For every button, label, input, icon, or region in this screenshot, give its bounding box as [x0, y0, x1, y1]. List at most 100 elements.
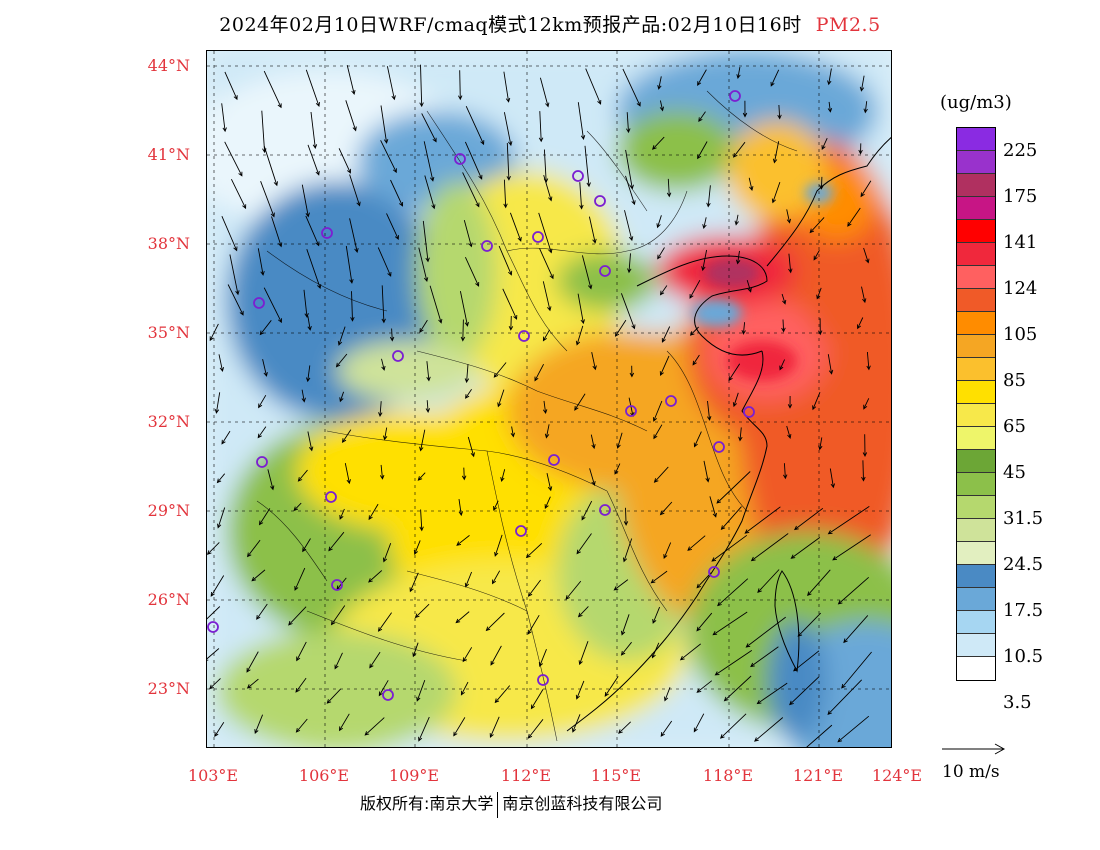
wind-arrow [577, 606, 589, 618]
wind-arrow [368, 503, 379, 521]
wind-arrow [510, 426, 516, 438]
wind-arrow [577, 293, 585, 325]
wind-arrow [859, 75, 865, 92]
colorbar-segment [957, 174, 995, 197]
wind-arrow [306, 249, 322, 290]
wind-arrow [589, 468, 596, 486]
wind-arrow [254, 714, 264, 735]
wind-arrow [294, 567, 306, 591]
wind-arrow [781, 319, 786, 333]
wind-arrow [463, 219, 473, 248]
wind-arrow [829, 468, 836, 489]
wind-arrow [493, 362, 507, 378]
wind-arrow [490, 645, 502, 666]
wind-arrow [419, 64, 424, 108]
wind-arrow [303, 289, 309, 319]
wind-arrow [575, 325, 584, 346]
wind-arrow [614, 319, 627, 337]
wind-arrow [307, 431, 314, 452]
wind-arrow [503, 179, 508, 209]
wind-arrow [377, 247, 392, 277]
wind-arrow [711, 534, 748, 562]
wind-arrow [216, 473, 226, 484]
wind-arrow [418, 716, 430, 742]
wind-arrow [224, 71, 238, 101]
wind-arrow [349, 174, 361, 207]
station-marker [207, 621, 219, 633]
wind-arrow [697, 141, 708, 160]
wind-arrow [863, 247, 870, 264]
wind-arrow [509, 212, 522, 242]
wind-arrow [462, 647, 473, 663]
wind-arrow [421, 113, 437, 143]
wind-arrow [453, 717, 466, 737]
wind-arrow [305, 69, 320, 108]
wind-arrow [837, 576, 869, 605]
wind-arrow [809, 217, 825, 234]
wind-arrow [584, 145, 591, 188]
wind-arrow [527, 579, 541, 597]
wind-arrow [301, 184, 310, 218]
wind-arrow [719, 713, 747, 739]
wind-arrow [866, 351, 871, 371]
title-pollutant: PM2.5 [815, 14, 881, 36]
wind-arrow [581, 255, 593, 290]
wind-arrow [659, 285, 668, 296]
wind-arrow [696, 612, 713, 632]
wind-arrow [821, 138, 828, 151]
wind-arrow [247, 539, 261, 558]
wind-reference-label: 10 m/s [942, 762, 1000, 782]
station-marker [599, 504, 611, 516]
wind-arrow [862, 434, 868, 457]
colorbar-label: 24.5 [1003, 554, 1044, 575]
wind-arrow [650, 570, 668, 584]
lon-label-106: 106°E [298, 766, 350, 785]
colorbar-segment [957, 450, 995, 473]
wind-arrow [693, 713, 705, 733]
lon-label-115: 115°E [590, 766, 642, 785]
lon-label-112: 112°E [500, 766, 552, 785]
wind-arrow [735, 250, 741, 265]
wind-arrow [539, 77, 550, 108]
wind-arrow [258, 394, 267, 409]
colorbar-label: 225 [1003, 140, 1038, 161]
wind-arrow [465, 106, 485, 146]
wind-arrow [263, 70, 282, 109]
colorbar-label: 65 [1003, 416, 1026, 437]
wind-arrow [538, 111, 544, 143]
station-marker [548, 454, 560, 466]
colorbar-segment [957, 404, 995, 427]
wind-arrow [424, 175, 436, 210]
wind-arrow [207, 648, 220, 661]
wind-arrow [781, 293, 787, 305]
wind-arrow [497, 389, 505, 408]
station-marker [518, 330, 530, 342]
wind-arrow [793, 650, 820, 672]
wind-arrow [827, 506, 870, 535]
wind-arrow [837, 715, 870, 743]
wind-arrow [629, 365, 635, 378]
colorbar-label: 141 [1003, 232, 1038, 253]
colorbar-segment [957, 473, 995, 496]
wind-arrow [506, 142, 511, 181]
wind-arrow [297, 469, 308, 482]
wind-arrow [651, 642, 660, 659]
colorbar-segment [957, 542, 995, 565]
pm25-colorbar [956, 127, 996, 681]
colorbar-segment [957, 496, 995, 519]
wind-arrow [530, 689, 544, 710]
copyright-owner: 版权所有:南京大学 [360, 794, 494, 813]
wind-arrow [659, 501, 673, 516]
wind-arrow [288, 606, 307, 626]
wind-arrow [716, 471, 751, 504]
colorbar-label: 10.5 [1003, 646, 1044, 667]
wind-arrow [571, 714, 581, 733]
station-marker [599, 265, 611, 277]
wind-arrow [857, 317, 864, 330]
wind-arrow [307, 316, 312, 331]
wind-arrow [326, 688, 341, 704]
wind-arrow [301, 389, 306, 403]
wind-arrow [542, 281, 552, 312]
wind-arrow [679, 643, 701, 661]
wind-arrow [626, 112, 631, 134]
